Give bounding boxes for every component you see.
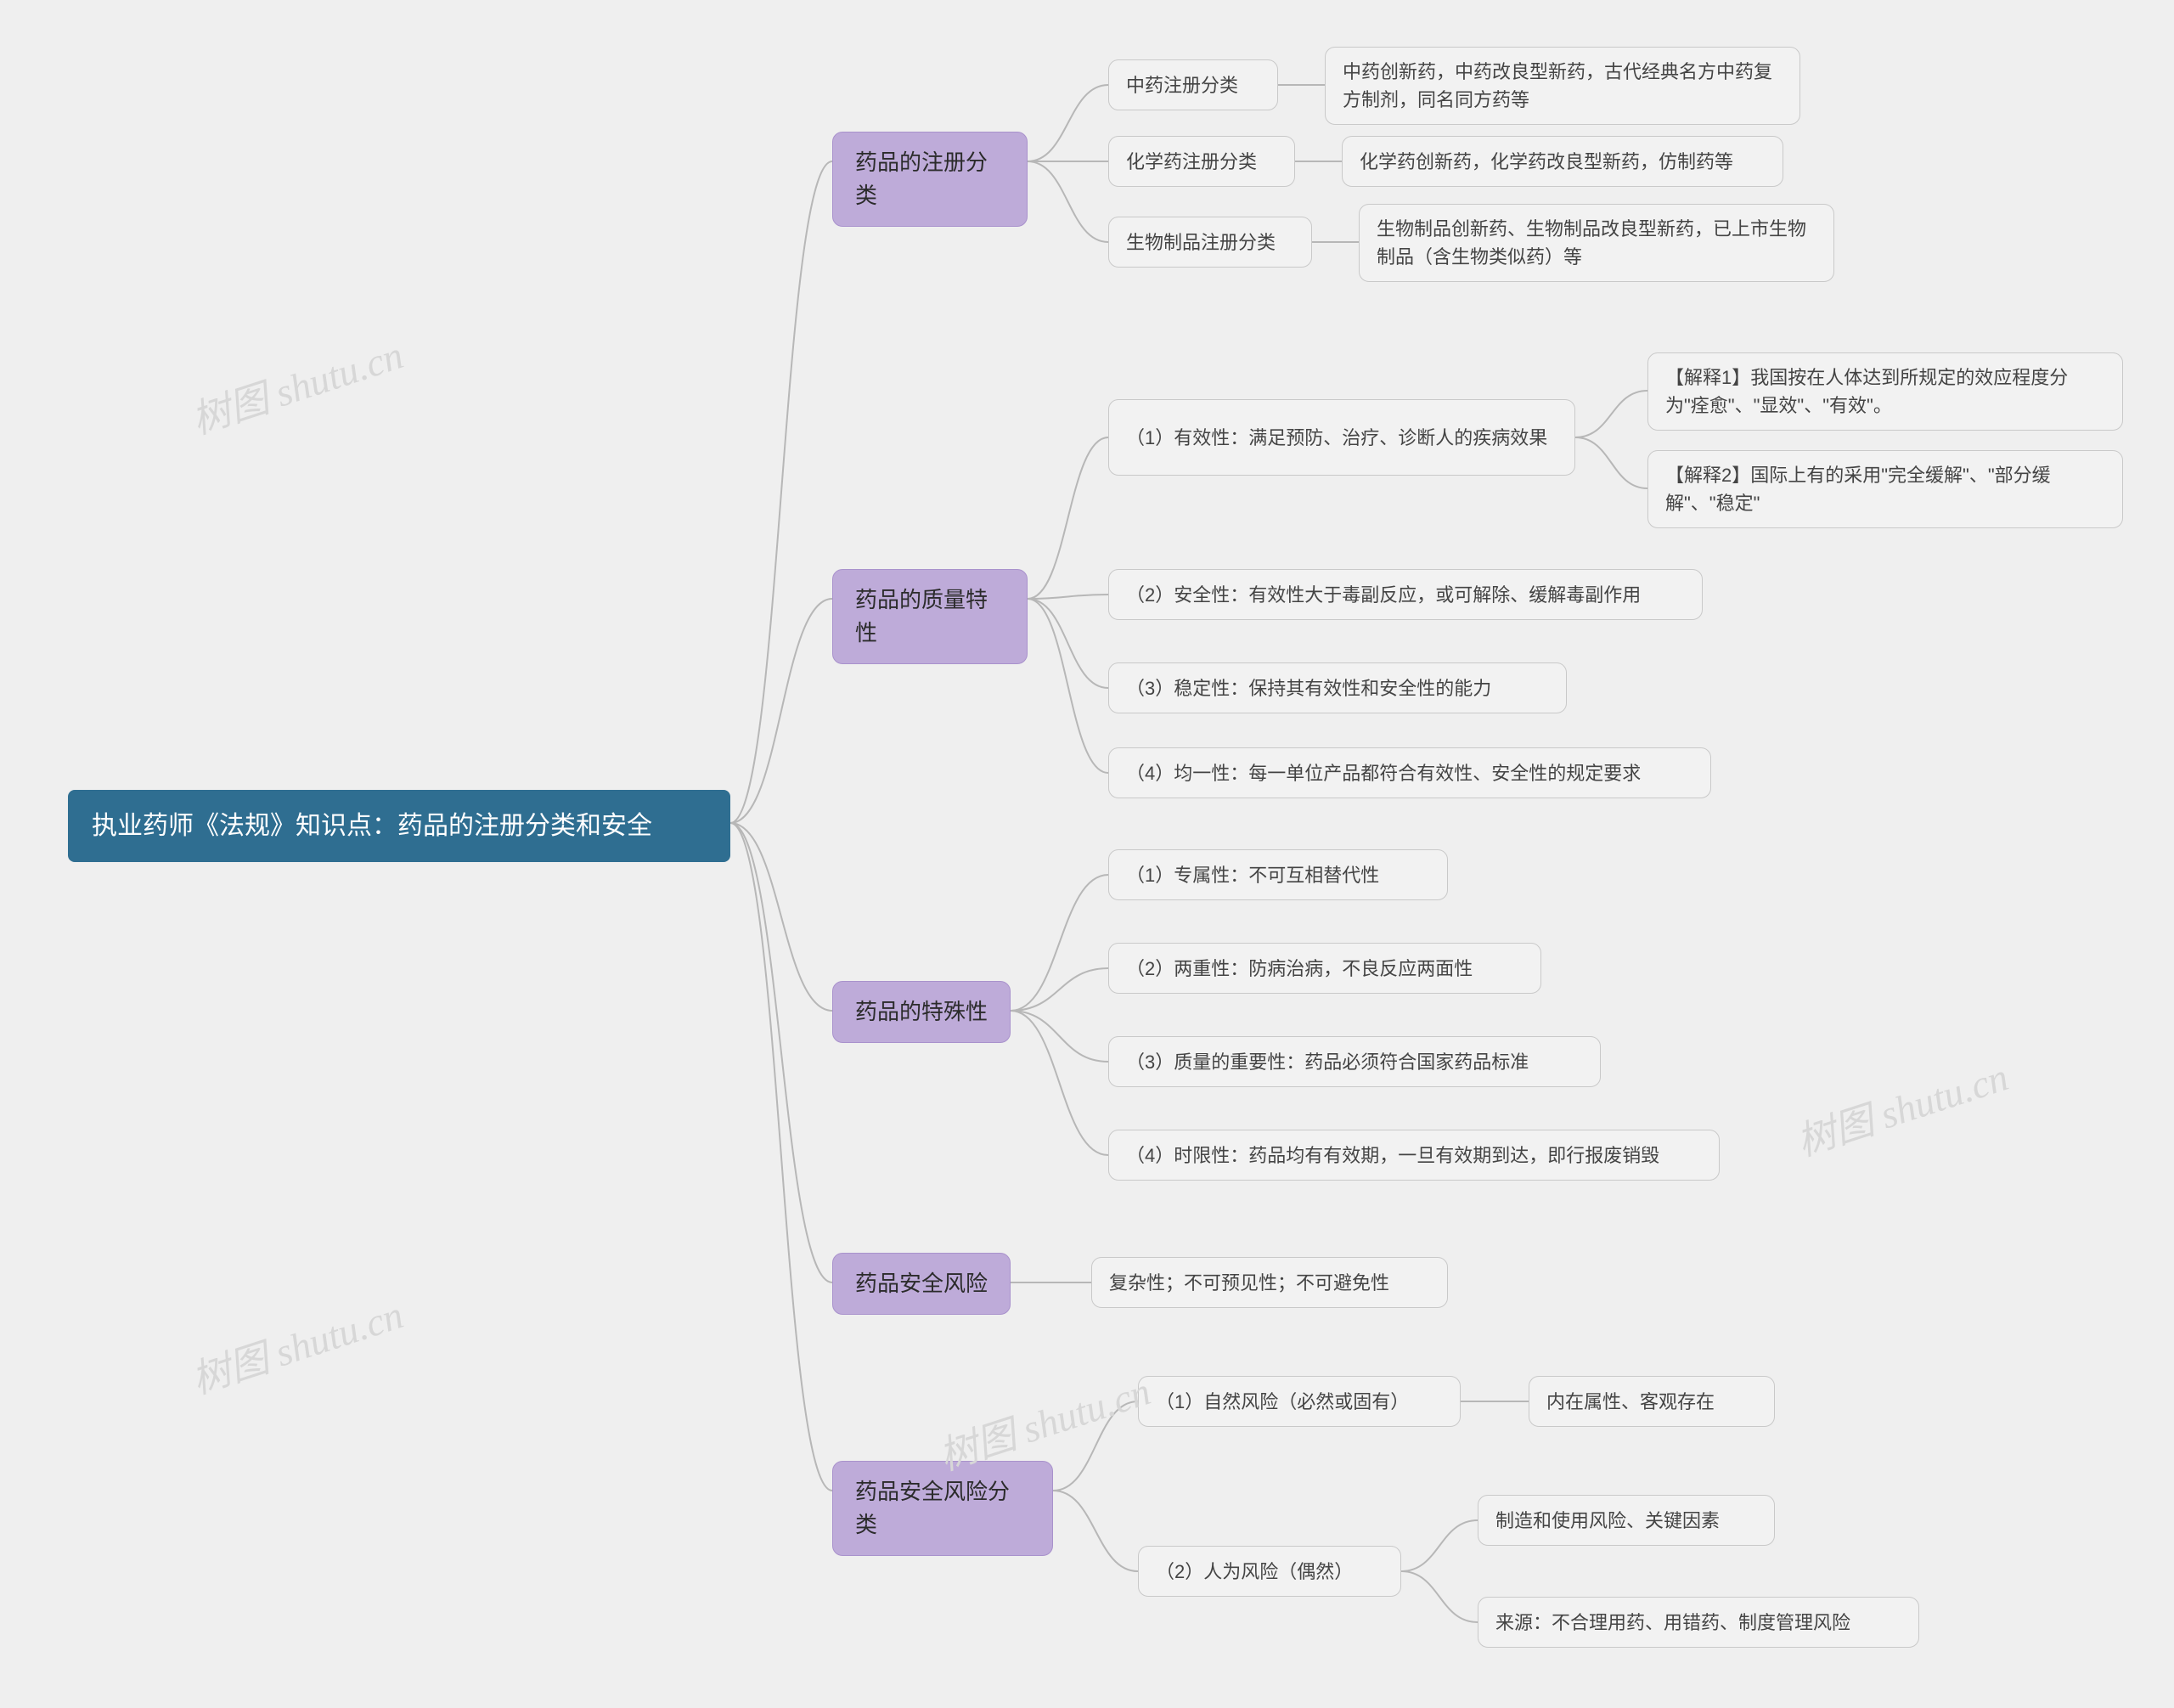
edge-b3-b3c3 <box>1011 1011 1108 1062</box>
edge-root-b4 <box>730 823 832 1282</box>
node-b5c1: （1）自然风险（必然或固有） <box>1138 1376 1461 1427</box>
edge-b2c1-b2c1e2 <box>1575 437 1647 488</box>
node-b5c1d: 内在属性、客观存在 <box>1529 1376 1775 1427</box>
edge-root-b3 <box>730 823 832 1011</box>
node-b2c1e2: 【解释2】国际上有的采用"完全缓解"、"部分缓解"、"稳定" <box>1647 450 2123 528</box>
node-b1c1d: 中药创新药，中药改良型新药，古代经典名方中药复方制剂，同名同方药等 <box>1325 47 1800 125</box>
edge-b3-b3c2 <box>1011 968 1108 1011</box>
edge-b5-b5c2 <box>1053 1491 1138 1571</box>
node-b4c1: 复杂性；不可预见性；不可避免性 <box>1091 1257 1448 1308</box>
node-b1c2d: 化学药创新药，化学药改良型新药，仿制药等 <box>1342 136 1783 187</box>
node-b1c1: 中药注册分类 <box>1108 59 1278 110</box>
edge-b2-b2c4 <box>1028 599 1108 773</box>
mindmap-canvas: { "diagram": { "type": "tree", "backgrou… <box>0 0 2174 1708</box>
edge-root-b2 <box>730 599 832 823</box>
node-b2c2: （2）安全性：有效性大于毒副反应，或可解除、缓解毒副作用 <box>1108 569 1703 620</box>
watermark-1: 树图 shutu.cn <box>183 1284 409 1406</box>
watermark-0: 树图 shutu.cn <box>183 324 409 446</box>
edge-b5-b5c1 <box>1053 1401 1138 1491</box>
node-b2c1: （1）有效性：满足预防、治疗、诊断人的疾病效果 <box>1108 399 1575 476</box>
node-b2c1e1: 【解释1】我国按在人体达到所规定的效应程度分为"痊愈"、"显效"、"有效"。 <box>1647 352 2123 431</box>
edge-b3-b3c4 <box>1011 1011 1108 1155</box>
node-b1c3: 生物制品注册分类 <box>1108 217 1312 268</box>
node-b1c3d: 生物制品创新药、生物制品改良型新药，已上市生物制品（含生物类似药）等 <box>1359 204 1834 282</box>
node-b1: 药品的注册分类 <box>832 132 1028 227</box>
node-root: 执业药师《法规》知识点：药品的注册分类和安全 <box>68 790 730 862</box>
node-b3c2: （2）两重性：防病治病，不良反应两面性 <box>1108 943 1541 994</box>
node-b3c4: （4）时限性：药品均有有效期，一旦有效期到达，即行报废销毁 <box>1108 1130 1720 1181</box>
node-b3: 药品的特殊性 <box>832 981 1011 1043</box>
node-b5: 药品安全风险分类 <box>832 1461 1053 1556</box>
edge-b1-b1c1 <box>1028 85 1108 161</box>
node-b5c2d1: 制造和使用风险、关键因素 <box>1478 1495 1775 1546</box>
node-b5c2: （2）人为风险（偶然） <box>1138 1546 1401 1597</box>
edge-b5c2-b5c2d1 <box>1401 1520 1478 1571</box>
edge-b3-b3c1 <box>1011 875 1108 1011</box>
node-b2c3: （3）稳定性：保持其有效性和安全性的能力 <box>1108 662 1567 713</box>
node-b4: 药品安全风险 <box>832 1253 1011 1315</box>
watermark-3: 树图 shutu.cn <box>1788 1046 2014 1168</box>
edge-root-b5 <box>730 823 832 1491</box>
node-b2: 药品的质量特性 <box>832 569 1028 664</box>
node-b1c2: 化学药注册分类 <box>1108 136 1295 187</box>
edge-b2-b2c2 <box>1028 595 1108 599</box>
edge-b2-b2c3 <box>1028 599 1108 688</box>
node-b2c4: （4）均一性：每一单位产品都符合有效性、安全性的规定要求 <box>1108 747 1711 798</box>
edge-b1-b1c3 <box>1028 161 1108 242</box>
node-b3c1: （1）专属性：不可互相替代性 <box>1108 849 1448 900</box>
edge-b2-b2c1 <box>1028 437 1108 599</box>
node-b5c2d2: 来源：不合理用药、用错药、制度管理风险 <box>1478 1597 1919 1648</box>
edge-b2c1-b2c1e1 <box>1575 391 1647 437</box>
node-b3c3: （3）质量的重要性：药品必须符合国家药品标准 <box>1108 1036 1601 1087</box>
edge-b5c2-b5c2d2 <box>1401 1571 1478 1622</box>
edge-root-b1 <box>730 161 832 823</box>
